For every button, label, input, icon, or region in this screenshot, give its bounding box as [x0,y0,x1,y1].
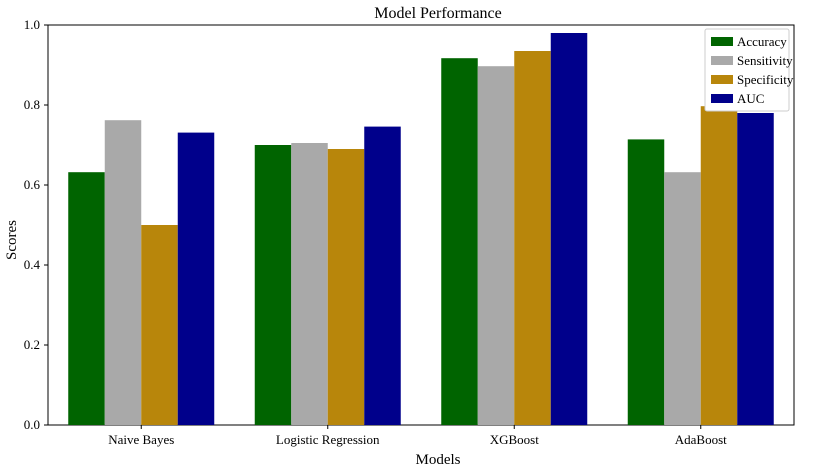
bar-specificity-logistic-regression [327,149,365,425]
y-tick-label: 0.0 [24,417,40,432]
x-axis: Naive Bayes Logistic Regression XGBoost Ada… [108,425,727,447]
chart-title: Model Performance [374,5,502,22]
x-tick-label: Logistic Regression [276,432,380,447]
legend-swatch [711,56,733,65]
y-tick-label: 0.6 [24,177,41,192]
legend-label: AUC [737,91,764,106]
bar-accuracy-adaboost [627,139,665,425]
plot-area [47,24,795,426]
bar-sensitivity-naive-bayes [104,120,142,425]
legend-box [704,28,790,112]
y-axis: 0.0 0.2 0.4 0.6 0.8 1.0 [24,17,48,432]
bars-group [68,33,774,425]
y-tick-label: 1.0 [24,17,40,32]
legend-label: Accuracy [737,34,787,49]
legend-swatch [711,94,733,103]
bar-accuracy-xgboost [441,58,478,425]
y-axis-label: Scores [4,220,20,260]
bar-auc-xgboost [550,33,588,425]
bar-specificity-xgboost [514,51,551,425]
x-tick-label: XGBoost [490,432,540,447]
bar-auc-adaboost [737,113,774,425]
legend-swatch [711,75,733,84]
bar-sensitivity-xgboost [477,66,515,425]
bar-auc-logistic-regression [364,126,401,425]
x-axis-label: Models [416,452,461,468]
y-tick-label: 0.2 [24,337,40,352]
legend-label: Specificity [737,72,794,87]
x-tick-label: Naive Bayes [108,432,174,447]
legend-label: Sensitivity [737,53,793,68]
bar-accuracy-naive-bayes [68,172,105,425]
legend: Accuracy Sensitivity Specificity AUC [704,28,794,112]
bar-specificity-adaboost [700,106,738,425]
bar-sensitivity-logistic-regression [291,143,328,425]
bar-sensitivity-adaboost [664,172,701,425]
bar-auc-naive-bayes [177,132,215,425]
bar-accuracy-logistic-regression [254,145,292,425]
legend-swatch [711,37,733,46]
y-tick-label: 0.8 [24,97,40,112]
x-tick-label: AdaBoost [675,432,727,447]
y-tick-label: 0.4 [24,257,41,272]
bar-specificity-naive-bayes [141,225,178,425]
